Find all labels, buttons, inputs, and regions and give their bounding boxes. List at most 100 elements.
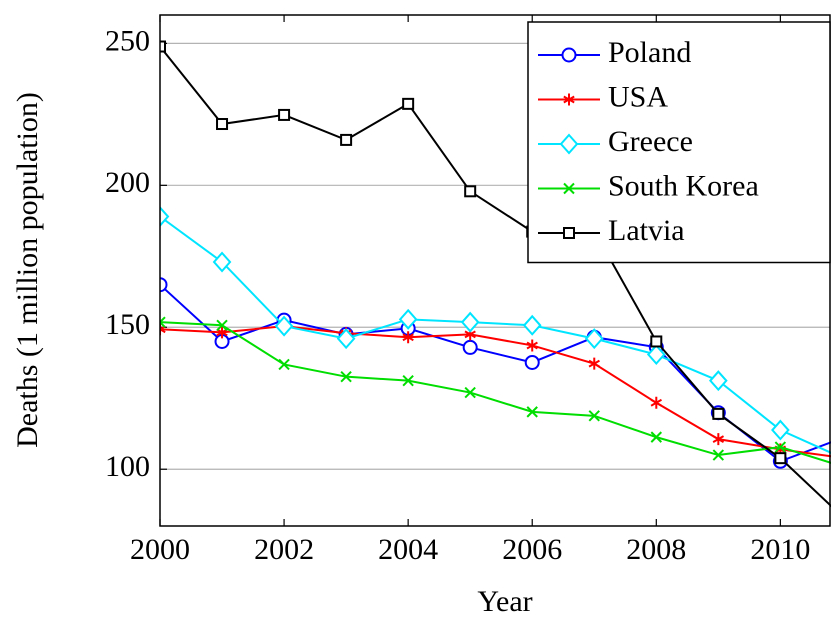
marker: [274, 315, 294, 337]
marker-part: [588, 410, 600, 422]
marker: [712, 407, 725, 420]
y-tick-label: 100: [105, 450, 150, 483]
marker-part: [774, 441, 787, 453]
marker-part: [216, 118, 229, 131]
x-tick-label: 2000: [130, 533, 190, 566]
legend-label: Latvia: [608, 214, 685, 247]
x-tick-label: 2002: [254, 533, 314, 566]
x-tick-label: 2006: [502, 533, 562, 566]
marker-part: [160, 323, 166, 336]
marker-part: [278, 358, 290, 371]
marker: [774, 452, 787, 465]
plot-frame: [159, 14, 831, 527]
marker: [464, 185, 477, 198]
marker: [712, 433, 725, 446]
marker-part: [522, 314, 542, 336]
marker-part: [216, 326, 228, 339]
marker: [584, 328, 604, 350]
y-tick-label: 150: [105, 308, 150, 341]
legend-box: [527, 21, 831, 264]
legend: Poland USA Greece South Korea Latvia: [527, 21, 831, 264]
legend-label: Poland: [608, 36, 691, 69]
marker: [160, 206, 170, 228]
marker: [402, 331, 414, 344]
marker: [559, 133, 579, 155]
marker: [336, 328, 356, 350]
marker-part: [462, 339, 478, 355]
marker-part: [712, 449, 725, 461]
marker-part: [340, 370, 352, 383]
marker: [160, 40, 166, 53]
x-tick-label: 2010: [750, 533, 810, 566]
marker: [278, 108, 291, 121]
marker: [563, 182, 575, 195]
marker-part: [774, 452, 787, 465]
marker-part: [398, 308, 418, 330]
marker-part: [708, 370, 728, 392]
marker: [522, 314, 542, 336]
marker: [771, 419, 790, 441]
series-line: [160, 215, 831, 454]
marker-part: [650, 396, 662, 409]
marker: [650, 396, 662, 409]
marker-part: [563, 93, 575, 106]
series-line: [160, 283, 831, 463]
marker: [563, 93, 575, 106]
marker: [563, 227, 575, 239]
marker: [216, 319, 228, 331]
marker-part: [650, 431, 663, 443]
marker-part: [402, 374, 414, 387]
marker: [462, 339, 478, 355]
marker-part: [563, 182, 575, 195]
marker: [774, 441, 787, 453]
marker: [340, 370, 352, 383]
marker-part: [216, 319, 228, 331]
marker: [588, 357, 600, 370]
marker-part: [584, 328, 604, 350]
marker-part: [524, 354, 540, 370]
marker: [160, 277, 168, 293]
legend-label: South Korea: [608, 169, 759, 202]
y-tick-label: 250: [105, 24, 150, 57]
marker-part: [771, 419, 790, 441]
marker-part: [336, 328, 356, 350]
marker-part: [402, 331, 414, 344]
marker: [212, 251, 232, 273]
marker: [650, 431, 663, 443]
x-tick-label: 2008: [626, 533, 686, 566]
marker-part: [588, 357, 600, 370]
marker: [712, 449, 725, 461]
marker-part: [646, 344, 666, 366]
y-axis-label: Deaths (1 million population): [11, 92, 44, 448]
marker-part: [526, 339, 538, 352]
y-tick-label: 200: [105, 166, 150, 199]
marker-part: [650, 335, 663, 348]
marker-part: [160, 206, 170, 228]
marker: [708, 370, 728, 392]
marker-part: [526, 406, 538, 418]
marker: [588, 410, 600, 422]
marker-part: [274, 315, 294, 337]
marker: [340, 133, 353, 146]
marker-part: [460, 311, 480, 333]
plot-area: [160, 40, 831, 508]
marker: [402, 374, 414, 387]
marker-part: [340, 133, 353, 146]
marker-part: [712, 433, 725, 446]
marker-part: [563, 227, 575, 239]
marker: [278, 358, 290, 371]
marker-part: [712, 407, 725, 420]
marker-part: [464, 386, 476, 399]
marker: [216, 118, 229, 131]
marker: [464, 386, 476, 399]
marker: [160, 323, 166, 336]
marker-part: [160, 316, 166, 328]
marker-part: [561, 47, 577, 63]
marker: [526, 339, 538, 352]
marker: [398, 308, 418, 330]
x-tick-label: 2004: [378, 533, 438, 566]
marker-part: [559, 133, 579, 155]
marker: [402, 97, 415, 110]
marker-part: [278, 108, 291, 121]
